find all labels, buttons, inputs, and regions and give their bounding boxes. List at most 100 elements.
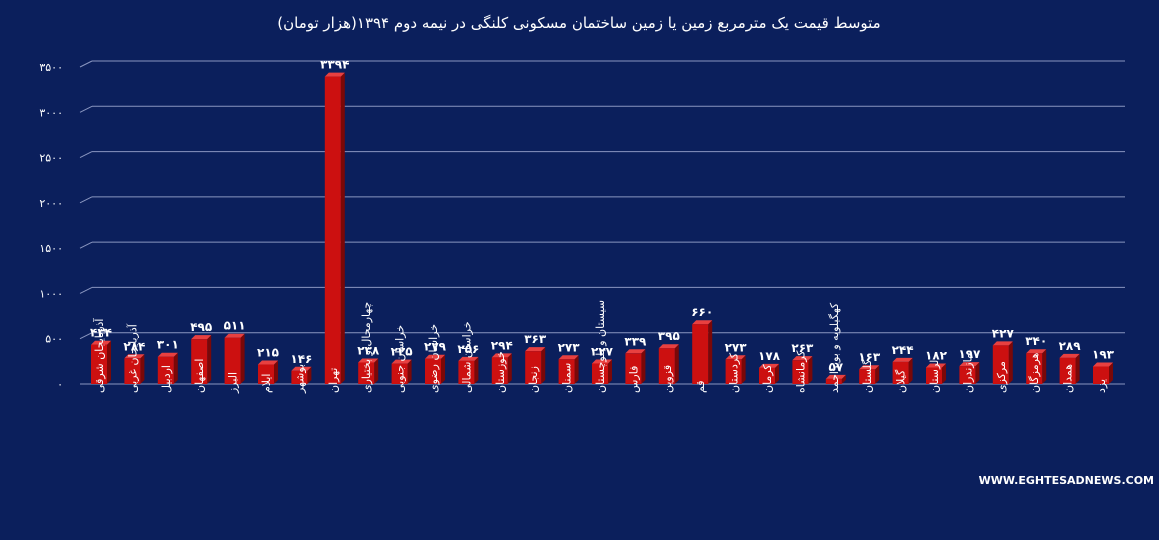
data-label: ۲۹۴: [491, 338, 513, 352]
x-tick-label: تهران: [327, 368, 340, 393]
bar: [91, 344, 107, 384]
data-label: ۲۱۵: [257, 346, 279, 360]
bar-top: [658, 344, 679, 349]
bar: [1026, 353, 1043, 384]
data-labels: ۴۳۴ ۲۸۴ ۳۰۱ ۴۹۵ ۵۱۱ ۲۱۵ ۱۴۶ ۳۳۹۴ ۲۳۸ ۲۲۵ ۲۷۹ ۲۵۶ ۲۹۴…: [90, 58, 1115, 374]
bar-top: [358, 358, 379, 363]
bar: [1093, 366, 1109, 384]
x-tick-label: سمنان: [561, 363, 574, 393]
bar-side: [307, 366, 312, 384]
bar-side: [107, 340, 111, 384]
bar-side: [1008, 341, 1013, 384]
data-label: ۱۹۷: [958, 347, 981, 361]
bar-side: [374, 358, 379, 384]
data-label: ۲۴۴: [892, 343, 914, 357]
bar-top: [926, 363, 946, 368]
bar-side: [441, 354, 445, 384]
data-label: ۳۴۰: [1025, 334, 1047, 348]
x-tick-label: چهارمحال و بختیاری: [360, 302, 373, 393]
y-tick-label: ۰: [57, 378, 63, 391]
bar-top: [324, 72, 345, 77]
y-tick-label: ۲۰۰۰: [39, 197, 63, 210]
x-tick-label: خراسان رضوی: [427, 324, 440, 393]
x-tick-label: خراسان شمالی: [460, 321, 473, 393]
x-tick-label: همدان: [1062, 364, 1075, 393]
bar: [491, 357, 508, 384]
bar: [859, 369, 876, 384]
bar: [391, 363, 408, 384]
bar-side: [1042, 349, 1047, 384]
bar-top: [959, 362, 980, 367]
bar-side: [274, 360, 278, 384]
data-label: ۲۸۴: [123, 339, 145, 353]
bar: [425, 358, 441, 384]
x-tick-label: قزوین: [661, 365, 674, 393]
bar-side: [708, 320, 713, 384]
data-label: ۱۴۶: [290, 352, 312, 366]
bar: [358, 362, 375, 384]
bar: [224, 337, 241, 384]
bar: [324, 76, 341, 384]
x-tick-label: زنجان: [527, 366, 540, 393]
bar-top: [124, 354, 145, 359]
data-label: ۱۸۲: [925, 349, 948, 363]
data-label: ۴۳۴: [90, 326, 112, 340]
bar-side: [641, 349, 646, 384]
y-tick-label: ۳۵۰۰: [39, 61, 63, 74]
x-tick-label: هرمزگان: [1028, 352, 1041, 393]
x-tick-label: کرمانشاه: [794, 350, 807, 393]
x-tick-label: البرز: [227, 372, 240, 394]
data-label: ۲۲۷: [591, 344, 614, 358]
data-label: ۳۳۹: [624, 334, 647, 348]
data-label: ۵۱۱: [224, 319, 246, 333]
bar-top: [592, 359, 612, 364]
data-label: ۶۶۰: [691, 305, 713, 319]
bar: [525, 351, 542, 384]
gridline-side: [79, 241, 93, 249]
bars: [91, 72, 1113, 384]
bar-side: [240, 333, 245, 384]
x-tick-label: سیستان و بلوچستان: [594, 300, 607, 393]
x-tick-label: کردستان: [728, 352, 741, 393]
bar: [258, 364, 274, 384]
watermark-text: WWW.EGHTESADNEWS.COM: [979, 474, 1154, 487]
x-tick-label: گلستان: [861, 359, 874, 393]
data-label: ۱۷۸: [758, 349, 781, 363]
gridline-side: [79, 332, 93, 340]
data-label: ۲۷۳: [558, 340, 581, 354]
bar: [926, 367, 942, 384]
bar: [157, 356, 174, 384]
gridline-side: [79, 196, 93, 204]
bar: [124, 358, 141, 384]
bar-side: [875, 365, 880, 384]
x-tick-label: فارس: [627, 366, 640, 393]
bar-side: [741, 355, 746, 384]
bar-top: [91, 340, 111, 345]
data-label: ۳۳۹۴: [320, 58, 349, 72]
y-tick-label: ۱۵۰۰: [39, 242, 63, 255]
bar: [625, 353, 642, 384]
bar-top: [1059, 353, 1080, 358]
x-tick-label: اصفهان: [193, 359, 206, 393]
bar-top: [458, 356, 479, 361]
bar-side: [541, 347, 546, 384]
bar-side: [942, 363, 946, 384]
bar-top: [525, 347, 546, 352]
gridline-side: [79, 151, 93, 159]
bar-side: [407, 359, 412, 384]
bar-side: [574, 355, 579, 384]
bar-side: [340, 72, 345, 384]
data-label: ۲۸۹: [1059, 339, 1082, 353]
data-label: ۴۲۷: [992, 326, 1015, 340]
bar-side: [474, 356, 479, 384]
data-label: ۲۵۶: [457, 342, 479, 356]
bar-side: [674, 344, 679, 384]
bar: [759, 367, 775, 384]
y-tick-label: ۳۰۰۰: [39, 106, 63, 119]
bar: [592, 363, 608, 384]
bar: [558, 359, 575, 384]
data-label: ۲۲۵: [391, 345, 413, 359]
bar: [692, 324, 709, 384]
x-tick-label: لرستان: [928, 360, 941, 393]
